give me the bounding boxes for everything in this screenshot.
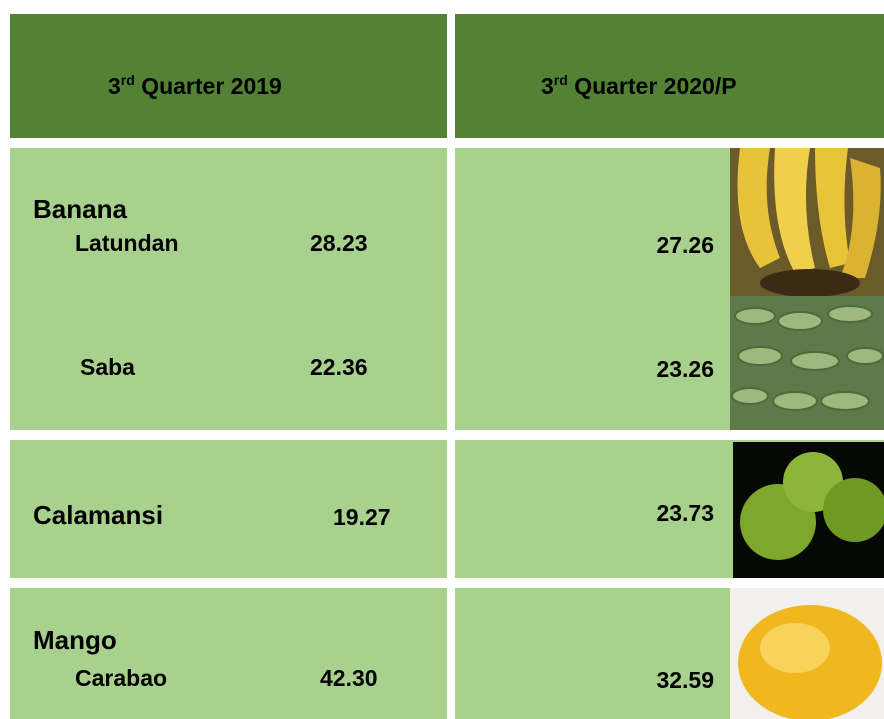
header-cell [10,14,447,138]
item-label: Carabao [75,665,168,691]
group-label: Mango [33,625,117,655]
ordinal-suffix: rd [553,72,568,88]
value-2019: 22.36 [310,354,368,380]
value-2020: 23.73 [656,500,714,526]
group-label: Banana [33,194,127,224]
header-text: Quarter 2019 [141,73,282,99]
header-cell [455,14,884,138]
ordinal-number: 3 [541,73,554,99]
header-label: 3rd Quarter 2020/P [541,66,737,100]
ordinal-number: 3 [108,73,121,99]
value-2019: 28.23 [310,230,368,256]
value-2020: 27.26 [656,232,714,258]
row-cell [10,148,447,430]
banana-image [730,148,884,296]
value-2020: 23.26 [656,356,714,382]
header-label: 3rd Quarter 2019 [108,66,282,100]
calamansi-image [733,442,884,578]
value-2019: 42.30 [320,665,378,691]
ordinal-suffix: rd [120,72,135,88]
group-label: Calamansi [33,500,164,530]
mango-image [730,588,884,719]
value-2019: 19.27 [333,504,391,530]
row-cell [10,440,447,578]
header-text: Quarter 2020/P [574,73,737,99]
item-label: Saba [80,354,135,380]
value-2020: 32.59 [656,667,714,693]
item-label: Latundan [75,230,179,256]
row-cell [10,588,447,719]
saba-image [730,296,884,430]
